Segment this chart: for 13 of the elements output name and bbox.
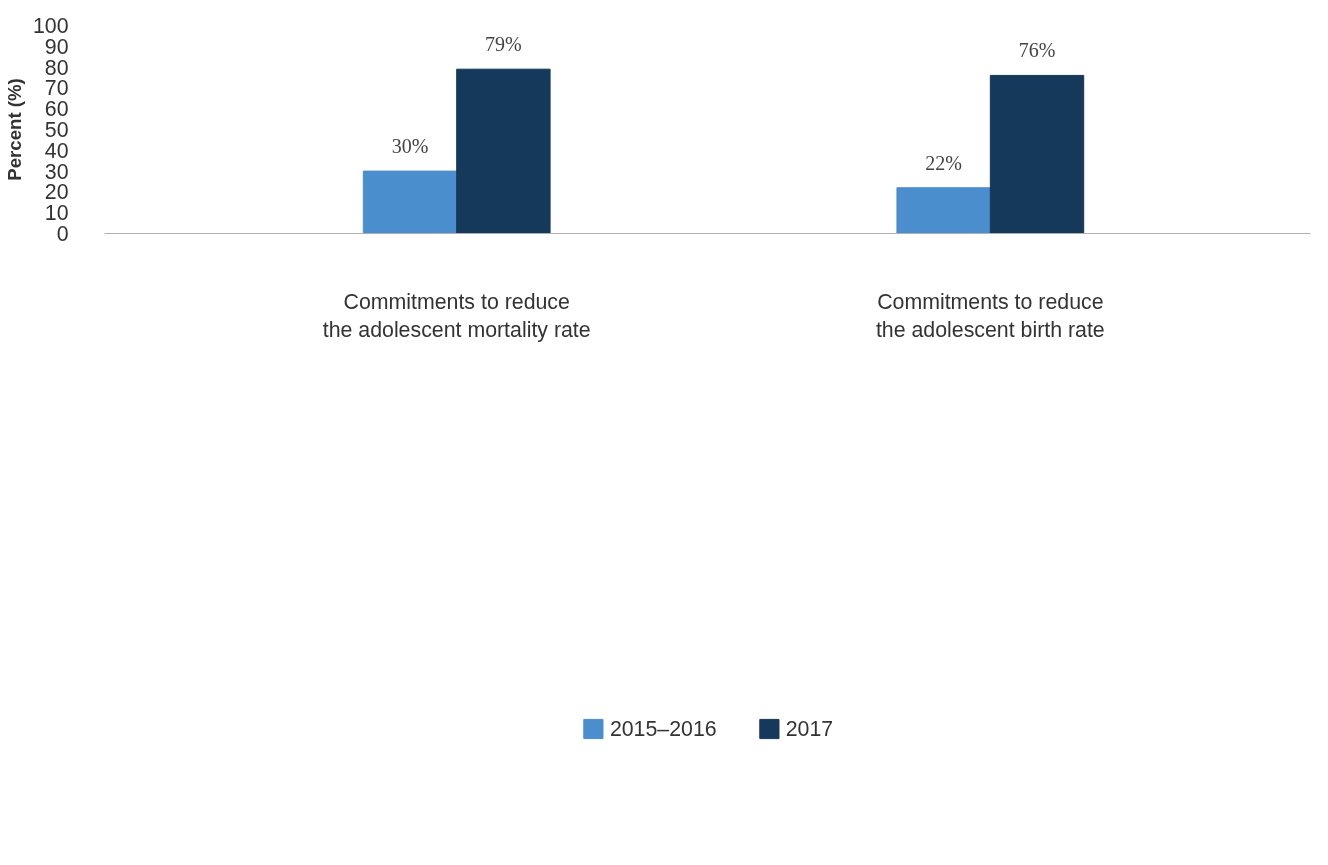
data-label: 76% [1018,39,1056,62]
bar [896,187,991,234]
x-tick-label: Commitments to reduce the adolescent birth rate [875,289,1105,343]
bar [456,68,551,234]
bar [362,170,458,234]
data-label: 30% [391,135,429,158]
legend-label: 2015–2016 [609,716,717,742]
y-axis-title: Percent (%) [3,78,25,181]
x-tick-label: Commitments to reduce the adolescent mortality rate [322,289,591,343]
legend-label: 2017 [785,716,834,742]
bar [989,74,1085,234]
data-label: 22% [925,151,962,174]
data-label: 79% [485,33,522,56]
